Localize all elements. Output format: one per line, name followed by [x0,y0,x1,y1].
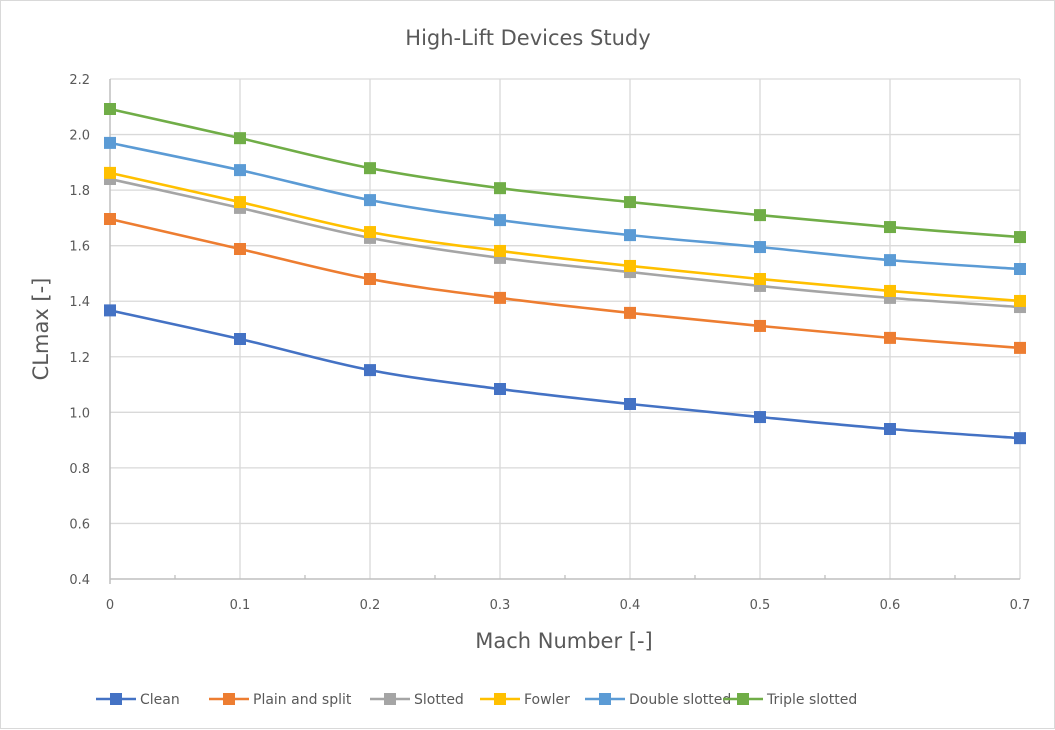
y-tick-label: 0.6 [69,517,90,532]
data-point-plain-and-split[interactable] [754,319,766,332]
y-tick-label: 1.4 [69,295,90,310]
series-line-clean [109,309,1021,440]
data-point-plain-and-split[interactable] [884,331,896,344]
data-point-clean[interactable] [624,398,636,410]
legend-item-double-slotted[interactable]: Double slotted [585,692,731,708]
data-point-fowler[interactable] [884,284,896,297]
x-axis-title: Mach Number [-] [475,629,653,653]
y-tick-label: 1.8 [69,184,90,199]
x-tick-labels: 0 0.1 0.2 0.3 0.4 0.5 0.6 0.7 [106,598,1030,613]
series-group [104,103,1026,445]
data-point-plain-and-split[interactable] [234,243,246,255]
x-tick-label: 0.7 [1010,598,1031,613]
x-tick-label: 0.2 [360,598,381,613]
y-tick-label: 1.2 [69,351,90,366]
x-tick-label: 0.5 [750,598,771,613]
data-point-fowler[interactable] [754,273,766,285]
data-point-fowler[interactable] [624,259,636,272]
legend-label: Plain and split [253,692,352,708]
data-point-triple-slotted[interactable] [884,221,896,234]
legend-item-slotted[interactable]: Slotted [370,692,464,708]
legend-swatch-marker [384,693,396,705]
y-tick-label: 0.4 [69,573,90,588]
data-point-triple-slotted[interactable] [1014,231,1026,244]
legend-item-triple-slotted[interactable]: Triple slotted [723,692,857,708]
data-point-double-slotted[interactable] [364,194,376,207]
series-triple-slotted [104,103,1026,244]
legend-swatch-marker [599,693,611,705]
legend-label: Triple slotted [766,692,857,708]
x-tick-label: 0.3 [490,598,511,613]
data-point-clean[interactable] [364,364,376,377]
x-tick-label: 0.6 [880,598,901,613]
series-line-triple-slotted [109,107,1021,239]
data-point-clean[interactable] [494,383,506,395]
data-point-plain-and-split[interactable] [494,291,506,304]
chart-title: High-Lift Devices Study [405,26,650,50]
data-point-double-slotted[interactable] [754,241,766,254]
legend-item-clean[interactable]: Clean [96,692,180,708]
data-point-double-slotted[interactable] [494,214,506,227]
legend-swatch-marker [737,693,749,705]
data-point-clean[interactable] [234,333,246,345]
data-point-double-slotted[interactable] [1014,263,1026,275]
series-line-slotted [109,177,1021,309]
series-double-slotted [104,136,1026,275]
y-tick-label: 1.6 [69,240,90,255]
x-tick-label: 0.4 [620,598,641,613]
data-point-double-slotted[interactable] [624,229,636,242]
y-tick-labels: 0.4 0.6 0.8 1.0 1.2 1.4 1.6 1.8 2.0 2.2 [69,73,90,588]
data-point-fowler[interactable] [494,244,506,257]
data-point-triple-slotted[interactable] [104,103,116,115]
series-line-fowler [109,171,1021,303]
series-line-plain-and-split [109,217,1021,350]
x-tick-label: 0 [106,598,114,613]
data-point-triple-slotted[interactable] [754,209,766,222]
data-point-plain-and-split[interactable] [624,306,636,319]
gridlines [110,78,1021,579]
data-point-plain-and-split[interactable] [104,213,116,225]
data-point-plain-and-split[interactable] [1014,341,1026,354]
series-line-double-slotted [109,141,1021,271]
data-point-double-slotted[interactable] [104,136,116,149]
data-point-double-slotted[interactable] [884,254,896,267]
axes [109,79,1020,584]
data-point-fowler[interactable] [104,166,116,179]
x-tick-label: 0.1 [230,598,251,613]
legend: Clean Plain and split Slotted Fowler Double … [96,692,857,708]
data-point-triple-slotted[interactable] [624,196,636,209]
data-point-fowler[interactable] [234,196,246,209]
data-point-triple-slotted[interactable] [364,162,376,175]
legend-swatch-marker [110,693,122,705]
legend-label: Slotted [414,692,464,708]
legend-item-fowler[interactable]: Fowler [480,692,570,708]
y-axis-title: CLmax [-] [29,278,53,381]
y-tick-label: 1.0 [69,406,90,421]
y-tick-label: 2.2 [69,73,90,88]
legend-item-plain-and-split[interactable]: Plain and split [209,692,352,708]
legend-label: Double slotted [629,692,731,708]
data-point-fowler[interactable] [1014,294,1026,307]
series-plain-and-split [104,213,1026,354]
data-point-clean[interactable] [884,423,896,435]
legend-swatch-marker [494,693,506,705]
data-point-triple-slotted[interactable] [234,132,246,145]
series-clean [104,304,1026,445]
data-point-clean[interactable] [104,304,116,317]
legend-label: Clean [140,692,180,708]
y-tick-label: 0.8 [69,462,90,477]
data-point-triple-slotted[interactable] [494,182,506,195]
data-point-fowler[interactable] [364,226,376,239]
data-point-clean[interactable] [1014,432,1026,445]
y-tick-label: 2.0 [69,129,90,144]
legend-label: Fowler [524,692,570,708]
data-point-clean[interactable] [754,411,766,424]
legend-swatch-marker [223,693,235,705]
data-point-plain-and-split[interactable] [364,273,376,285]
series-fowler [104,166,1026,307]
data-point-double-slotted[interactable] [234,164,246,177]
